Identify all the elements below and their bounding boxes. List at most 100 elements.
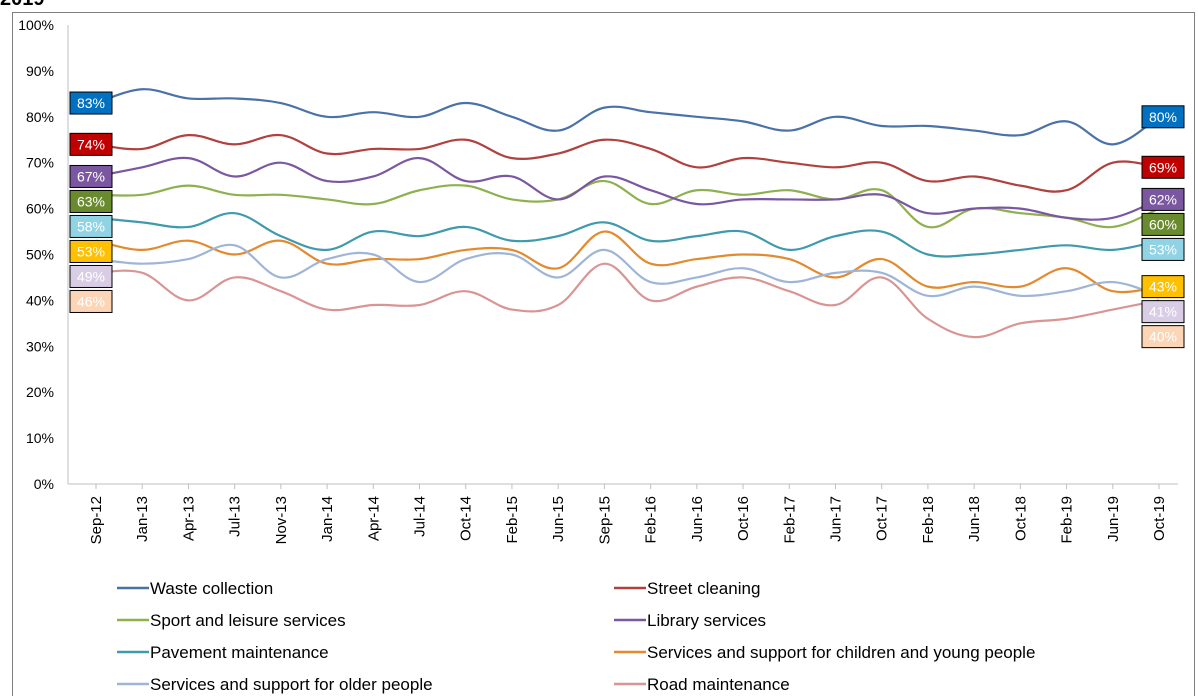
x-tick-label: Feb-16 (643, 496, 660, 544)
legend-label: Waste collection (150, 579, 273, 598)
legend-item: Library services (614, 611, 766, 630)
x-tick-label: Jan-14 (319, 496, 336, 542)
start-value-label: 67% (69, 164, 113, 188)
x-tick-label: Feb-15 (504, 496, 521, 544)
value-label-box (69, 214, 113, 238)
y-tick-label: 40% (26, 292, 54, 308)
chart-title: 2019 (0, 0, 45, 11)
x-axis: Sep-12 Jan-13 Apr-13 Jul-13 Nov-13 Jan-14 Apr-… (68, 483, 1178, 544)
y-tick-label: 70% (26, 155, 54, 171)
legend-label: Library services (647, 611, 766, 630)
x-tick-label: Apr-14 (365, 496, 382, 541)
value-label-text: 60% (1149, 216, 1177, 232)
legend-item: Services and support for older people (117, 675, 433, 694)
series-line (95, 133, 1160, 193)
x-tick-label: Jun-18 (966, 496, 983, 542)
value-label-text: 49% (77, 268, 105, 284)
start-value-label: 63% (69, 189, 113, 213)
legend-item: Waste collection (117, 579, 273, 598)
value-label-box (1141, 300, 1185, 324)
value-label-text: 40% (1149, 329, 1177, 345)
legend: Waste collection Street cleaning Sport and… (117, 579, 1035, 694)
end-value-label: 43% (1141, 275, 1185, 299)
start-value-label: 49% (69, 264, 113, 288)
series-lines (95, 88, 1160, 339)
value-label-text: 69% (1149, 159, 1177, 175)
value-label-box (69, 164, 113, 188)
series-line (95, 262, 1160, 339)
value-label-text: 74% (77, 136, 105, 152)
x-tick-label: Feb-18 (920, 496, 937, 544)
value-label-text: 46% (77, 293, 105, 309)
y-tick-label: 60% (26, 201, 54, 217)
start-value-label: 83% (69, 91, 113, 115)
end-value-label: 40% (1141, 325, 1185, 349)
series-line (95, 230, 1160, 294)
value-label-text: 41% (1149, 304, 1177, 320)
y-axis: 0% 10% 20% 30% 40% 50% 60% 70% 80% 90% 100% (18, 17, 69, 492)
x-tick-label: Oct-18 (1012, 496, 1029, 541)
legend-label: Pavement maintenance (150, 643, 329, 662)
end-value-label: 53% (1141, 237, 1185, 261)
chart-frame (12, 12, 1195, 696)
legend-item: Street cleaning (614, 579, 760, 598)
start-value-label: 46% (69, 289, 113, 313)
x-tick-label: Jul-14 (412, 496, 429, 537)
y-tick-label: 100% (18, 17, 54, 33)
legend-label: Services and support for older people (150, 675, 433, 694)
x-tick-label: Jun-17 (827, 496, 844, 542)
value-label-box (69, 264, 113, 288)
x-tick-label: Sep-12 (88, 496, 105, 544)
value-label-text: 53% (77, 243, 105, 259)
x-tick-label: Jun-15 (550, 496, 567, 542)
legend-item: Sport and leisure services (117, 611, 346, 630)
value-label-text: 80% (1149, 109, 1177, 125)
legend-label: Sport and leisure services (150, 611, 346, 630)
series-line (95, 212, 1160, 258)
end-value-label: 69% (1141, 155, 1185, 179)
x-tick-label: Sep-15 (596, 496, 613, 544)
legend-item: Pavement maintenance (117, 643, 329, 662)
value-label-box (69, 289, 113, 313)
start-value-label: 58% (69, 214, 113, 238)
legend-item: Road maintenance (614, 675, 790, 694)
y-tick-label: 30% (26, 338, 54, 354)
value-label-box (1141, 187, 1185, 211)
value-label-text: 43% (1149, 279, 1177, 295)
legend-label: Street cleaning (647, 579, 760, 598)
x-tick-label: Apr-13 (180, 496, 197, 541)
x-tick-label: Oct-19 (1151, 496, 1168, 541)
legend-label: Services and support for children and yo… (647, 643, 1035, 662)
value-label-box (1141, 212, 1185, 236)
value-label-box (69, 189, 113, 213)
value-label-box (1141, 237, 1185, 261)
end-value-label: 62% (1141, 187, 1185, 211)
end-labels: 83% 74% 67% 63% 58% 53% 49% 46% 80% 69% 62% 60% 53% 4… (69, 91, 1185, 349)
value-label-text: 62% (1149, 191, 1177, 207)
end-value-label: 41% (1141, 300, 1185, 324)
value-label-text: 67% (77, 168, 105, 184)
series-line (95, 88, 1160, 146)
x-tick-label: Oct-17 (874, 496, 891, 541)
end-value-label: 60% (1141, 212, 1185, 236)
value-label-box (1141, 155, 1185, 179)
value-label-text: 83% (77, 95, 105, 111)
value-label-box (1141, 325, 1185, 349)
value-label-box (69, 91, 113, 115)
x-tick-label: Oct-14 (458, 496, 475, 541)
y-tick-label: 50% (26, 247, 54, 263)
y-tick-label: 80% (26, 109, 54, 125)
y-tick-label: 20% (26, 384, 54, 400)
x-tick-label: Jun-19 (1105, 496, 1122, 542)
x-tick-label: Feb-19 (1059, 496, 1076, 544)
x-tick-label: Jan-13 (134, 496, 151, 542)
y-tick-label: 90% (26, 63, 54, 79)
x-tick-label: Nov-13 (273, 496, 290, 544)
x-tick-label: Feb-17 (781, 496, 798, 544)
value-label-box (1141, 275, 1185, 299)
x-tick-label: Oct-16 (735, 496, 752, 541)
x-tick-label: Jul-13 (227, 496, 244, 537)
legend-label: Road maintenance (647, 675, 790, 694)
value-label-text: 58% (77, 218, 105, 234)
